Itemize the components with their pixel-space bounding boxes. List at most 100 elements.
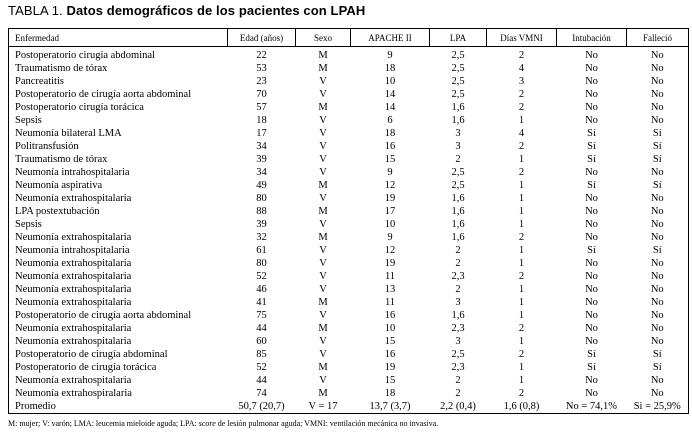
table-row: Neumonía extrahospitalaria 52 V 11 2,3 2 No No [9, 270, 689, 283]
value-cell: No [650, 206, 664, 217]
value-cell: 2,5 [451, 349, 465, 360]
table-row: Postoperatorio cirugía abdominal 22 M 9 2,5 2… [9, 47, 689, 63]
table-row: Sepsis 18 V 6 1,6 1 No No [9, 114, 689, 127]
disease-cell: Neumonía extrahospitalaria [15, 193, 132, 204]
value-cell: V [319, 245, 327, 256]
value-cell: Sí [587, 154, 596, 165]
value-cell: V [319, 284, 327, 295]
value-cell: Si = 25,9% [633, 401, 681, 412]
table-title: TABLA 1. Datos demográficos de los pacie… [8, 3, 365, 18]
value-cell: 1,6 [451, 232, 465, 243]
column-header: Enfermedad [8, 28, 228, 47]
value-cell: M [318, 50, 328, 61]
value-cell: 34 [256, 167, 267, 178]
value-cell: 4 [518, 63, 525, 74]
footnote-text-before: M: mujer; V: varón; LMA: leucemia mieloi… [8, 419, 199, 428]
value-cell: No [585, 89, 598, 100]
value-cell: No [650, 89, 664, 100]
value-cell: 11 [384, 297, 396, 308]
value-cell: 57 [256, 102, 267, 113]
value-cell: 2,5 [451, 180, 465, 191]
value-cell: No [650, 63, 664, 74]
disease-cell: Postoperatorio de cirugía aorta abdomina… [15, 89, 192, 100]
value-cell: Sí [652, 141, 662, 152]
value-cell: M [318, 323, 328, 334]
value-cell: 1 [518, 193, 525, 204]
disease-cell: Traumatismo de tórax [15, 154, 108, 165]
table-row: Neumonía bilateral LMA 17 V 18 3 4 Sí Sí [9, 127, 689, 140]
value-cell: 80 [256, 258, 267, 269]
value-cell: 44 [256, 323, 267, 334]
value-cell: 18 [256, 115, 267, 126]
table-row: Traumatismo de tórax 39 V 15 2 1 Sí Sí [9, 153, 689, 166]
disease-cell: Neumonía extrahospiralaria [15, 388, 132, 399]
value-cell: 44 [256, 375, 267, 386]
column-header: Sexo [295, 28, 351, 47]
table-row: Postoperatorio de cirugía abdominal 85 V 16… [9, 348, 689, 361]
disease-cell: Sepsis [15, 115, 42, 126]
value-cell: 1,6 [451, 206, 465, 217]
value-cell: 34 [256, 141, 267, 152]
disease-cell: Sepsis [15, 219, 42, 230]
value-cell: No [650, 310, 664, 321]
value-cell: 88 [256, 206, 267, 217]
table-row: Postoperatorio de cirugía torácica 52 M 19 2… [9, 361, 689, 374]
value-cell: Sí [652, 362, 662, 373]
disease-cell: Postoperatorio de cirugía aorta abdomina… [15, 310, 192, 321]
value-cell: 16 [384, 310, 396, 321]
value-cell: 9 [387, 50, 393, 61]
value-cell: Sí [587, 245, 596, 256]
value-cell: 17 [256, 128, 267, 139]
value-cell: No [585, 193, 598, 204]
value-cell: 46 [256, 284, 267, 295]
value-cell: No [585, 115, 598, 126]
disease-cell: Neumonía extrahospitalaria [15, 284, 132, 295]
table-row: Neumonía extrahospitalaria 60 V 15 3 1 No No [9, 335, 689, 348]
value-cell: Sí [652, 349, 662, 360]
table-row: Postoperatorio de cirugía aorta abdomina… [9, 88, 689, 101]
disease-cell: Postoperatorio cirugía torácica [15, 102, 144, 113]
value-cell: Sí [652, 154, 662, 165]
value-cell: 15 [384, 336, 396, 347]
value-cell: No [585, 388, 598, 399]
value-cell: 1 [518, 258, 525, 269]
value-cell: 2 [518, 50, 525, 61]
value-cell: 1 [518, 362, 525, 373]
value-cell: 32 [256, 232, 267, 243]
value-cell: 52 [256, 271, 267, 282]
value-cell: 6 [387, 115, 393, 126]
disease-cell: Pancreatitis [15, 76, 64, 87]
value-cell: 1 [518, 245, 525, 256]
value-cell: No [585, 310, 598, 321]
value-cell: 52 [256, 362, 267, 373]
table-title-text: Datos demográficos de los pacientes con … [66, 3, 366, 18]
table-row: Neumonía extrahospitalaria 44 V 15 2 1 No No [9, 374, 689, 387]
value-cell: 1,6 [451, 193, 465, 204]
header-row: Enfermedad Edad (años) Sexo APACHE II LPA Día… [8, 28, 689, 47]
value-cell: V [319, 271, 327, 282]
value-cell: V [319, 193, 327, 204]
value-cell: 1 [518, 154, 525, 165]
table-row: Postoperatorio cirugía torácica 57 M 14 1,6 2… [9, 101, 689, 114]
value-cell: 1 [518, 115, 525, 126]
value-cell: V [319, 76, 327, 87]
value-cell: No [585, 284, 598, 295]
value-cell: 2 [455, 375, 461, 386]
footnote-italic-term: score [198, 419, 216, 428]
table-row: Postoperatorio de cirugía aorta abdomina… [9, 309, 689, 322]
value-cell: No [585, 271, 598, 282]
value-cell: 2,5 [451, 63, 465, 74]
value-cell: 75 [256, 310, 267, 321]
value-cell: V [319, 154, 327, 165]
value-cell: 74 [256, 388, 267, 399]
value-cell: No [650, 232, 664, 243]
value-cell: 85 [256, 349, 267, 360]
value-cell: No [650, 167, 664, 178]
value-cell: M [318, 362, 328, 373]
table-row: Neumonía extrahospitalaria 32 M 9 1,6 2 No No [9, 231, 689, 244]
value-cell: 1 [518, 310, 525, 321]
disease-cell: LPA postextubación [15, 206, 100, 217]
value-cell: 2 [518, 271, 525, 282]
value-cell: V [319, 219, 327, 230]
table-row: Neumonía aspirativa 49 M 12 2,5 1 Sí Sí [9, 179, 689, 192]
